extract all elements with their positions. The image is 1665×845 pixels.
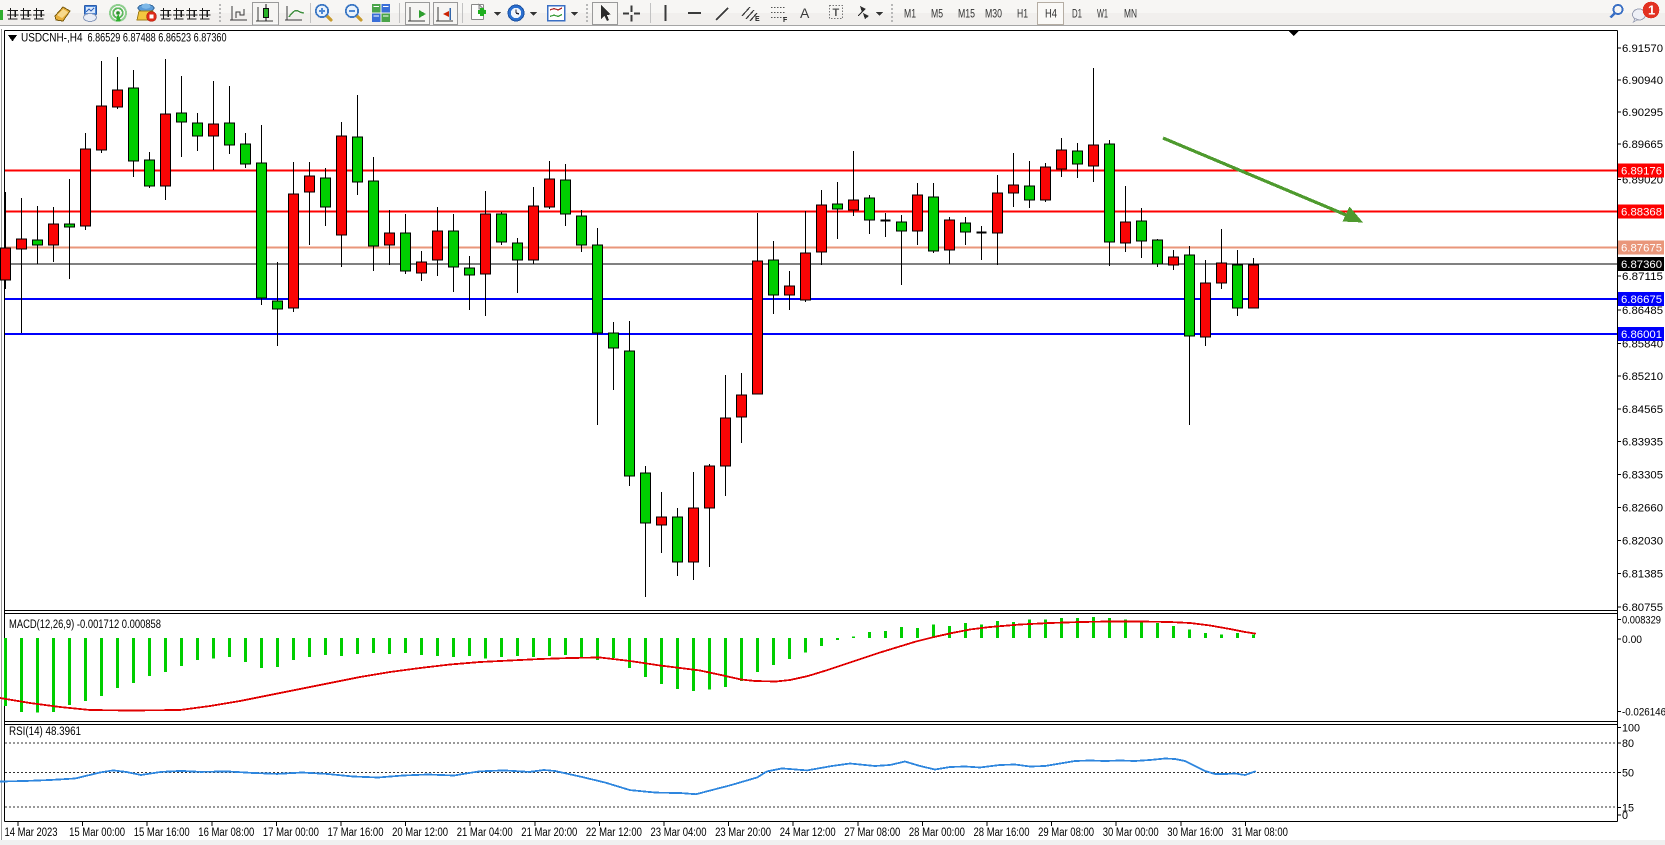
svg-text:15 Mar 16:00: 15 Mar 16:00 — [134, 827, 190, 839]
svg-text:M1: M1 — [904, 7, 916, 21]
svg-text:31 Mar 08:00: 31 Mar 08:00 — [1232, 827, 1288, 839]
svg-text:E: E — [755, 16, 760, 23]
svg-text:6.86001: 6.86001 — [1621, 329, 1662, 341]
svg-text:28 Mar 00:00: 28 Mar 00:00 — [909, 827, 965, 839]
svg-text:0.008329: 0.008329 — [1622, 615, 1661, 627]
svg-text:24 Mar 12:00: 24 Mar 12:00 — [780, 827, 836, 839]
svg-text:29 Mar 08:00: 29 Mar 08:00 — [1038, 827, 1094, 839]
svg-text:-0.026146: -0.026146 — [1622, 707, 1665, 719]
svg-text:RSI(14) 48.3961: RSI(14) 48.3961 — [9, 726, 81, 738]
svg-text:T: T — [833, 7, 840, 19]
svg-text:6.90295: 6.90295 — [1622, 107, 1663, 119]
svg-text:50: 50 — [1622, 768, 1634, 780]
svg-text:0.00: 0.00 — [1622, 634, 1642, 646]
svg-text:F: F — [783, 17, 788, 24]
svg-text:6.87115: 6.87115 — [1622, 271, 1663, 283]
svg-text:M5: M5 — [931, 7, 943, 21]
svg-text:14 Mar 2023: 14 Mar 2023 — [5, 827, 58, 839]
svg-text:1: 1 — [1648, 3, 1655, 18]
svg-text:6.82030: 6.82030 — [1622, 536, 1663, 548]
svg-text:A: A — [800, 5, 810, 21]
svg-text:6.89176: 6.89176 — [1621, 166, 1662, 178]
svg-text:W1: W1 — [1097, 7, 1108, 21]
svg-text:30 Mar 00:00: 30 Mar 00:00 — [1103, 827, 1159, 839]
svg-text:100: 100 — [1622, 723, 1640, 735]
svg-text:H4: H4 — [1045, 7, 1057, 21]
svg-text:6.80755: 6.80755 — [1622, 602, 1663, 614]
svg-text:15 Mar 00:00: 15 Mar 00:00 — [69, 827, 125, 839]
svg-text:6.83935: 6.83935 — [1622, 437, 1663, 449]
svg-text:M15: M15 — [958, 7, 975, 21]
svg-text:28 Mar 16:00: 28 Mar 16:00 — [974, 827, 1030, 839]
svg-text:20 Mar 12:00: 20 Mar 12:00 — [392, 827, 448, 839]
svg-text:MN: MN — [1124, 7, 1137, 21]
svg-text:15: 15 — [1622, 802, 1634, 814]
svg-text:23 Mar 04:00: 23 Mar 04:00 — [651, 827, 707, 839]
svg-text:80: 80 — [1622, 738, 1634, 750]
svg-text:17 Mar 00:00: 17 Mar 00:00 — [263, 827, 319, 839]
svg-text:27 Mar 08:00: 27 Mar 08:00 — [844, 827, 900, 839]
svg-text:6.86485: 6.86485 — [1622, 305, 1663, 317]
svg-text:6.89665: 6.89665 — [1622, 139, 1663, 151]
svg-text:USDCNH-,H4: USDCNH-,H4 — [21, 31, 83, 45]
svg-text:MACD(12,26,9) -0.001712 0.0008: MACD(12,26,9) -0.001712 0.000858 — [9, 619, 161, 631]
svg-text:6.84565: 6.84565 — [1622, 404, 1663, 416]
svg-text:6.85210: 6.85210 — [1622, 371, 1663, 383]
svg-text:6.86529 6.87488 6.86523 6.8736: 6.86529 6.87488 6.86523 6.87360 — [88, 31, 227, 45]
svg-text:6.86675: 6.86675 — [1621, 294, 1662, 306]
svg-text:H1: H1 — [1017, 7, 1028, 21]
svg-text:6.81385: 6.81385 — [1622, 569, 1663, 581]
svg-text:6.82660: 6.82660 — [1622, 503, 1663, 515]
svg-text:6.87360: 6.87360 — [1621, 259, 1662, 271]
svg-text:6.90940: 6.90940 — [1622, 75, 1663, 87]
svg-text:6.88368: 6.88368 — [1621, 207, 1662, 219]
svg-text:22 Mar 12:00: 22 Mar 12:00 — [586, 827, 642, 839]
svg-text:23 Mar 20:00: 23 Mar 20:00 — [715, 827, 771, 839]
svg-text:16 Mar 08:00: 16 Mar 08:00 — [198, 827, 254, 839]
svg-text:D1: D1 — [1072, 7, 1082, 21]
svg-text:6.91570: 6.91570 — [1622, 43, 1663, 55]
svg-text:6.87675: 6.87675 — [1621, 243, 1662, 255]
svg-text:6.83305: 6.83305 — [1622, 470, 1663, 482]
svg-text:0: 0 — [1622, 810, 1628, 822]
svg-text:21 Mar 04:00: 21 Mar 04:00 — [457, 827, 513, 839]
svg-text:6.85840: 6.85840 — [1622, 339, 1663, 351]
svg-text:17 Mar 16:00: 17 Mar 16:00 — [328, 827, 384, 839]
svg-text:30 Mar 16:00: 30 Mar 16:00 — [1167, 827, 1223, 839]
svg-text:M30: M30 — [985, 7, 1002, 21]
svg-text:21 Mar 20:00: 21 Mar 20:00 — [521, 827, 577, 839]
